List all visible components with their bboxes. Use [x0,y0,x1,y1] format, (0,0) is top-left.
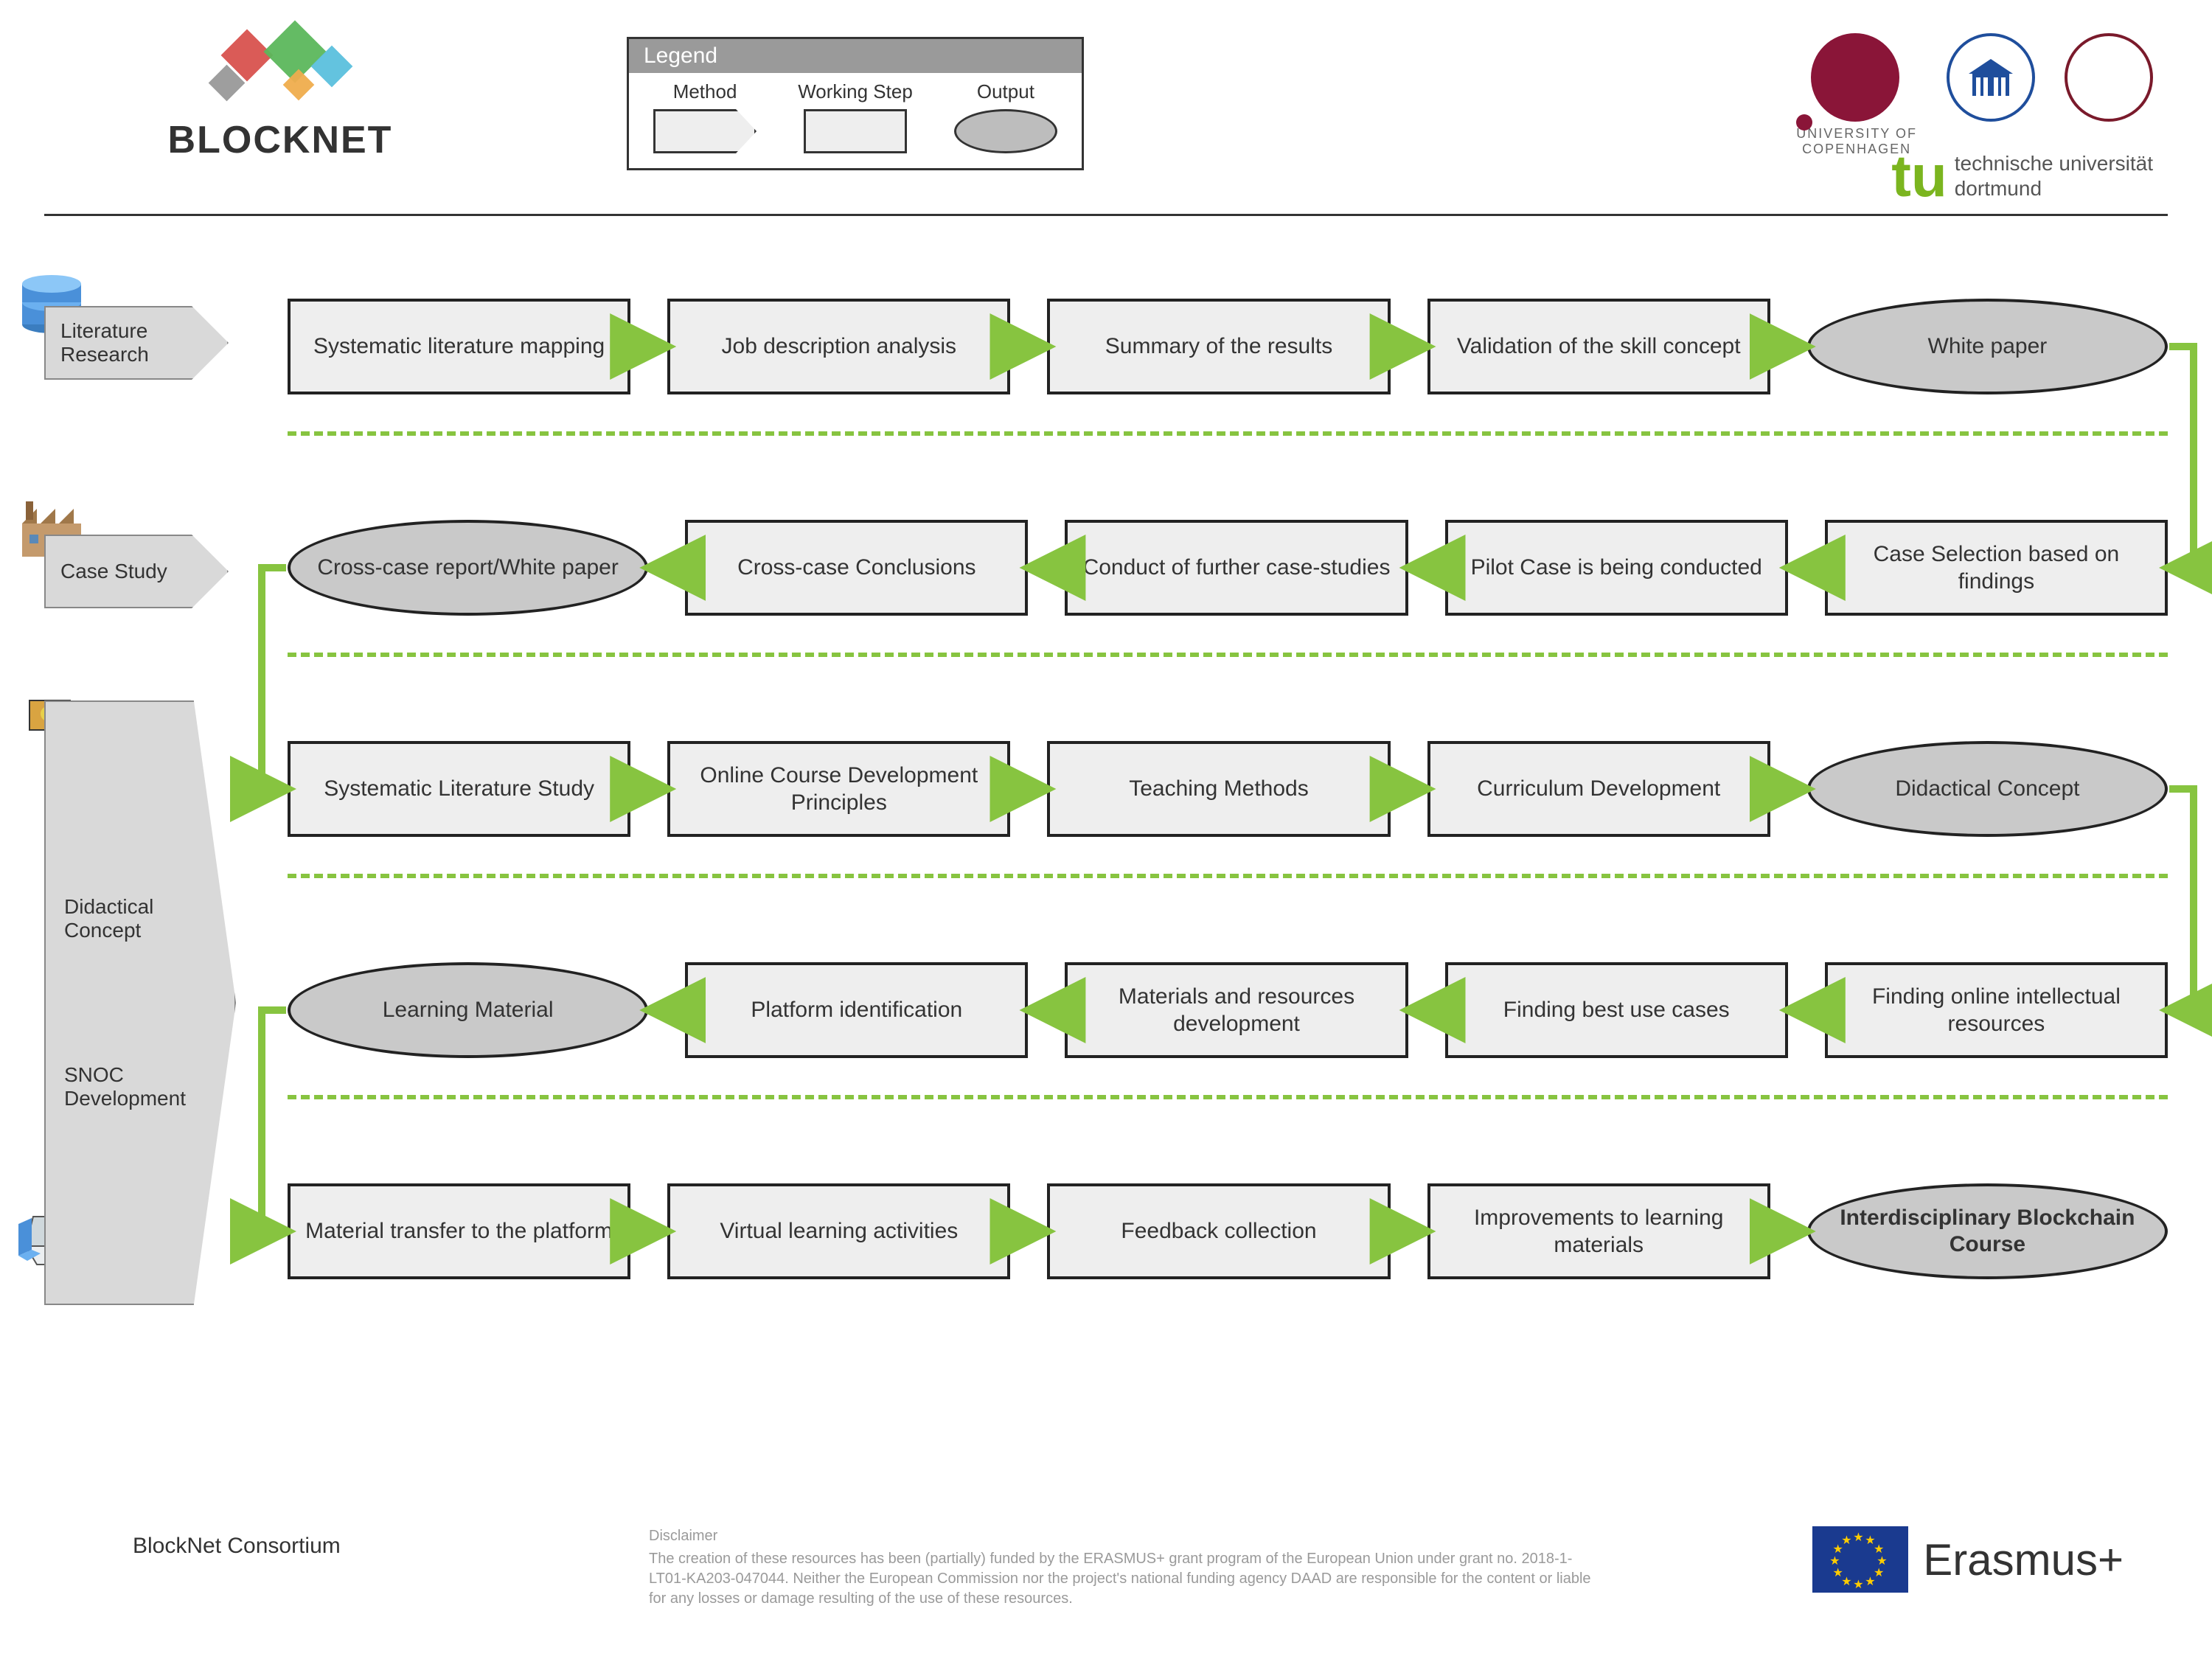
method-label-snoc: SNOC Development [64,1063,227,1110]
flow-step: Job description analysis [667,299,1010,394]
method-case-study: Case Study [44,535,229,608]
uni-tartu [1947,33,2035,122]
flowchart: Literature Research Case Study Didactica… [0,243,2212,1497]
erasmus-text: Erasmus+ [1923,1534,2124,1585]
separator [288,653,2168,657]
flow-step: Material transfer to the platform [288,1183,630,1279]
logo-shapes-icon [184,29,376,111]
legend-item-output: Output [954,80,1057,153]
flow-step: Feedback collection [1047,1183,1390,1279]
flow-output: White paper [1807,299,2168,394]
copenhagen-seal-icon [1811,33,1899,122]
separator [288,874,2168,878]
uni-copenhagen: UNIVERSITY OFCOPENHAGEN [1796,33,1917,157]
header: BLOCKNET Legend Method Working Step Outp… [0,22,2212,206]
legend-shape-output [954,109,1057,153]
flow-step: Validation of the skill concept [1427,299,1770,394]
legend-shape-method [653,109,757,153]
university-logos: UNIVERSITY OFCOPENHAGEN [1796,33,2153,157]
header-divider [44,214,2168,216]
flow-output: Interdisciplinary Blockchain Course [1807,1183,2168,1279]
flow-step: Teaching Methods [1047,741,1390,837]
disclaimer-text: The creation of these resources has been… [649,1549,1607,1609]
flow-step: Online Course Development Principles [667,741,1010,837]
blocknet-logo: BLOCKNET [125,29,435,162]
legend-item-method: Method [653,80,757,153]
flow-step: Case Selection based on findings [1825,520,2168,616]
flow-row: Systematic literature mapping Job descrip… [288,295,2168,398]
method-label: Case Study [60,560,167,583]
eu-flag-icon: ★★★★★★★★★★★★ [1812,1526,1908,1593]
flow-step: Pilot Case is being conducted [1445,520,1788,616]
flow-step: Systematic literature mapping [288,299,630,394]
method-label: Literature Research [60,319,227,366]
legend-label-output: Output [954,80,1057,103]
legend-label-method: Method [653,80,757,103]
footer-disclaimer: Disclaimer The creation of these resourc… [649,1526,1607,1609]
method-label-didactical: Didactical Concept [64,895,227,942]
vilnius-seal-icon [2065,33,2153,122]
flow-step: Curriculum Development [1427,741,1770,837]
flow-row: Material transfer to the platform Virtual… [288,1180,2168,1283]
uni-vilnius [2065,33,2153,122]
flow-output: Didactical Concept [1807,741,2168,837]
tu-glyph-icon: tu [1891,156,1947,197]
separator [288,431,2168,436]
legend-item-step: Working Step [798,80,913,153]
disclaimer-title: Disclaimer [649,1526,1607,1546]
flow-row: Systematic Literature Study Online Course… [288,737,2168,841]
tu-dortmund-logo: tu technische universitätdortmund [1891,151,2153,201]
legend-label-step: Working Step [798,80,913,103]
flow-step: Finding online intellectual resources [1825,962,2168,1058]
legend-title: Legend [629,39,1082,73]
footer-consortium: BlockNet Consortium [133,1534,341,1559]
flow-step: Virtual learning activities [667,1183,1010,1279]
flow-step: Materials and resources development [1065,962,1408,1058]
flow-output: Cross-case report/White paper [288,520,648,616]
flow-row: Cross-case report/White paper Cross-case … [288,516,2168,619]
legend-shape-step [804,109,907,153]
separator [288,1095,2168,1099]
erasmus-logo: ★★★★★★★★★★★★ Erasmus+ [1812,1526,2124,1593]
flow-step: Improvements to learning materials [1427,1183,1770,1279]
flow-step: Finding best use cases [1445,962,1788,1058]
flow-step: Cross-case Conclusions [685,520,1028,616]
tartu-building-icon [1965,52,2017,103]
flow-step: Platform identification [685,962,1028,1058]
legend: Legend Method Working Step Output [627,37,1084,170]
flow-row: Learning Material Platform identification… [288,959,2168,1062]
logo-text: BLOCKNET [125,118,435,162]
flow-step: Summary of the results [1047,299,1390,394]
tartu-seal-icon [1947,33,2035,122]
legend-body: Method Working Step Output [629,73,1082,168]
flow-step: Conduct of further case-studies [1065,520,1408,616]
tu-text: technische universitätdortmund [1955,151,2153,201]
method-literature-research: Literature Research [44,306,229,380]
footer: BlockNet Consortium Disclaimer The creat… [0,1504,2212,1659]
flow-output: Learning Material [288,962,648,1058]
flow-step: Systematic Literature Study [288,741,630,837]
method-didactical-snoc: Didactical Concept SNOC Development [44,700,236,1305]
